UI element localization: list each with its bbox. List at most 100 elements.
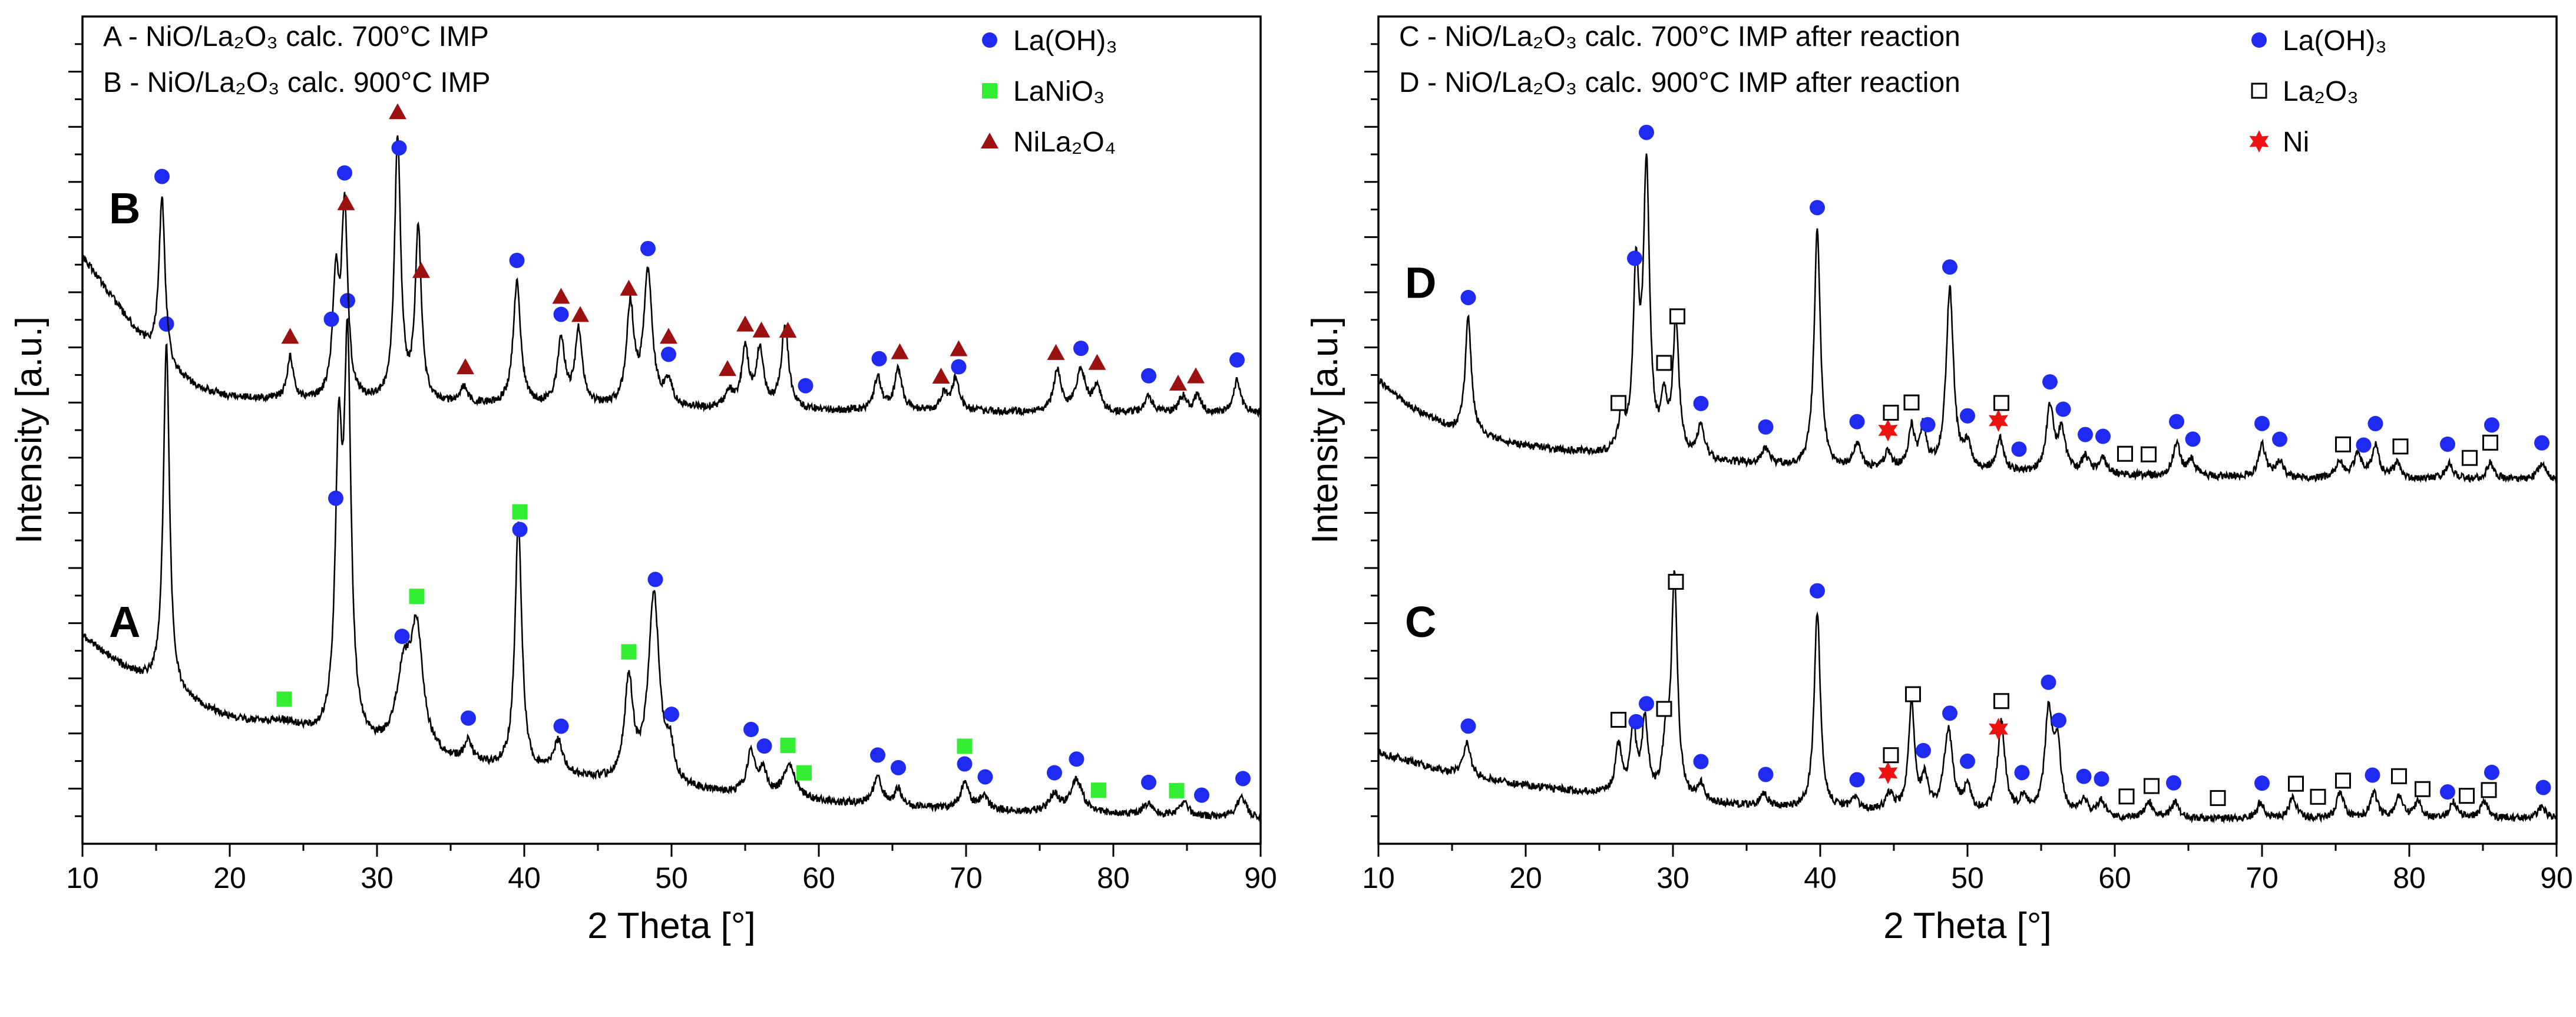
peak-marker-square [621, 644, 637, 660]
x-tick-label: 80 [2393, 861, 2426, 894]
peak-marker-circle [2254, 415, 2270, 431]
peak-marker-open-square [2335, 436, 2351, 453]
peak-marker-square [796, 765, 812, 781]
peak-marker-circle [870, 747, 885, 763]
peak-marker-circle [2076, 768, 2092, 784]
peak-marker-circle [2272, 431, 2287, 447]
peak-marker-triangle [1047, 344, 1065, 360]
peak-marker-star [1878, 419, 1898, 442]
peak-marker-open-square [1883, 404, 1899, 421]
peak-marker-circle [2356, 437, 2372, 453]
peak-marker-circle [743, 722, 759, 738]
peak-marker-circle [661, 346, 676, 362]
peak-marker-circle [2484, 764, 2499, 780]
peak-marker-circle [340, 293, 355, 309]
peak-marker-circle [640, 240, 656, 256]
x-tick-label: 90 [2540, 861, 2573, 894]
peak-marker-circle [509, 252, 525, 268]
peak-marker-triangle [1187, 367, 1205, 384]
peak-marker-circle [2166, 775, 2181, 791]
peak-marker-open-square [1903, 394, 1920, 411]
peak-marker-circle [1194, 787, 1209, 803]
peak-marker-circle [2095, 428, 2111, 444]
peak-marker-circle [1628, 714, 1644, 729]
peak-marker-open-square [2310, 788, 2326, 805]
peak-marker-open-square [2391, 768, 2407, 784]
peak-marker-open-square [2117, 445, 2133, 462]
legend-circle-marker [2251, 32, 2267, 48]
legend-open-square-marker [2251, 82, 2267, 99]
peak-marker-open-square [2482, 434, 2498, 451]
peak-marker-open-square [2141, 446, 2157, 463]
peak-marker-circle [1810, 583, 1825, 599]
peak-marker-circle [891, 760, 906, 775]
peak-marker-open-square [1611, 395, 1626, 411]
peak-marker-circle [2042, 374, 2058, 390]
peak-marker-circle [1758, 419, 1774, 435]
peak-marker-circle [2254, 775, 2270, 791]
x-tick-label: 30 [361, 861, 393, 894]
phase-legend-label: NiLa₂O₄ [1013, 127, 1116, 158]
peak-marker-circle [1849, 414, 1865, 430]
peak-marker-circle [798, 378, 814, 394]
peak-marker-circle [647, 572, 663, 587]
peak-marker-triangle [412, 262, 430, 278]
peak-marker-triangle [552, 288, 570, 304]
sample-legend-entry: A - NiO/La₂O₃ calc. 700°C IMP [103, 21, 489, 52]
peak-marker-triangle [932, 368, 950, 384]
peak-marker-open-square [1611, 712, 1626, 728]
peak-marker-circle [1960, 753, 1975, 769]
plot-frame [1377, 15, 2558, 845]
x-tick-label: 80 [1097, 861, 1130, 894]
x-tick-label: 60 [2098, 861, 2131, 894]
phase-legend-label: Ni [2283, 127, 2309, 158]
x-axis-label: 2 Theta [°] [587, 906, 756, 946]
peak-marker-star [1878, 761, 1898, 784]
x-tick-label: 40 [1804, 861, 1837, 894]
x-tick-label: 30 [1656, 861, 1689, 894]
peak-marker-circle [2055, 401, 2071, 417]
peak-marker-triangle [660, 328, 677, 344]
peak-marker-circle [323, 311, 339, 327]
peak-marker-triangle [457, 358, 474, 375]
x-tick-label: 70 [2246, 861, 2279, 894]
x-tick-label: 60 [802, 861, 835, 894]
peak-marker-circle [1942, 259, 1957, 275]
peak-marker-circle [1916, 742, 1931, 758]
peak-marker-square [780, 737, 796, 753]
peak-marker-circle [337, 165, 352, 181]
peak-marker-square [1091, 782, 1106, 798]
peak-marker-circle [1920, 417, 1936, 432]
x-tick-label: 50 [1951, 861, 1984, 894]
peak-marker-circle [1460, 718, 1476, 734]
peak-marker-open-square [2118, 788, 2135, 805]
peak-marker-open-square [2210, 790, 2226, 806]
peak-marker-circle [1639, 696, 1654, 712]
peak-marker-circle [1141, 368, 1156, 384]
peak-marker-circle [1069, 751, 1084, 767]
peak-marker-circle [951, 359, 967, 375]
peak-marker-circle [154, 169, 170, 184]
peak-marker-circle [328, 490, 343, 506]
legend-square-marker [982, 83, 997, 98]
peak-marker-triangle [1088, 354, 1106, 370]
peak-marker-square [1169, 782, 1185, 798]
peak-marker-circle [394, 628, 410, 644]
peak-marker-open-square [2415, 781, 2430, 797]
peak-marker-square [409, 589, 425, 605]
peak-marker-open-square [1993, 693, 2009, 709]
peak-marker-triangle [779, 322, 797, 338]
peak-marker-circle [1810, 200, 1825, 216]
peak-marker-triangle [736, 315, 754, 332]
peak-marker-triangle [950, 340, 968, 356]
peak-marker-circle [553, 718, 569, 734]
pattern-line-C [1377, 570, 2557, 824]
peak-marker-star [1989, 718, 2008, 741]
pattern-line-B [81, 135, 1261, 418]
peak-marker-triangle [571, 306, 589, 322]
series-label-B: B [109, 184, 140, 233]
pattern-line-A [81, 318, 1261, 823]
peak-marker-square [512, 504, 528, 520]
peak-marker-circle [391, 140, 407, 156]
peak-marker-circle [158, 316, 174, 332]
